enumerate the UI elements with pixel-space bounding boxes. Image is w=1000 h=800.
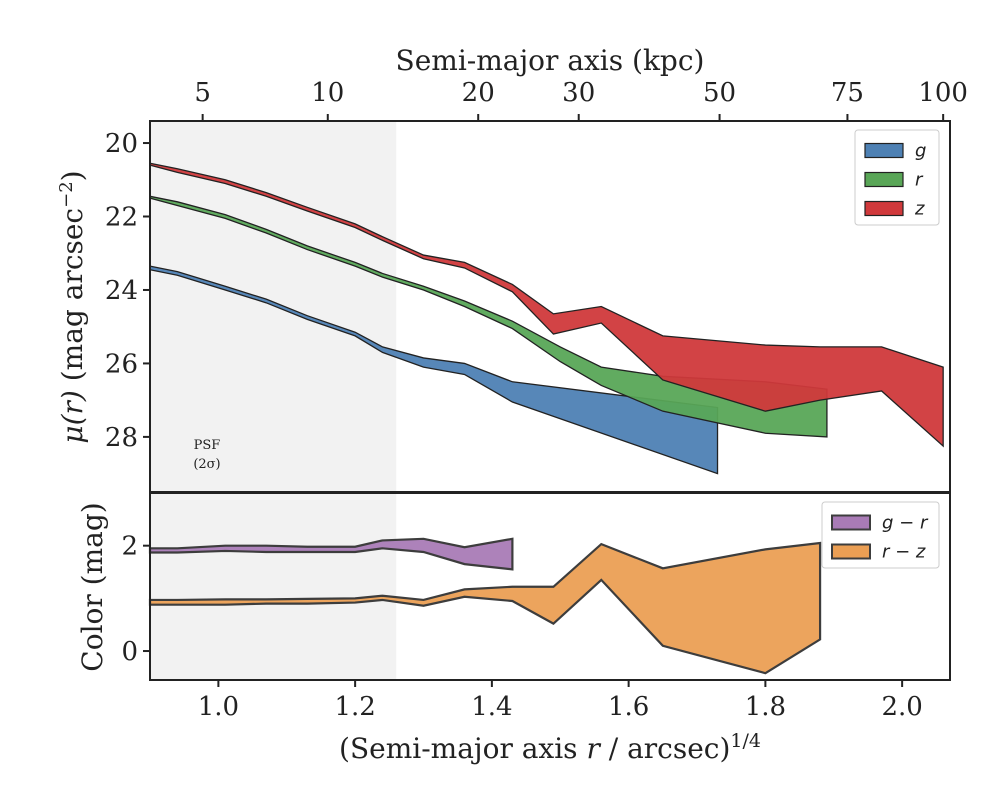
y-tick-label: 26 xyxy=(105,349,138,379)
psf-label-line2: (2σ) xyxy=(193,457,220,472)
bottom-x-axis-label: (Semi-major axis r / arcsec)1/4 xyxy=(339,730,761,765)
kpc-tick-label: 5 xyxy=(194,78,211,108)
legend-label-g: g xyxy=(915,141,926,162)
top-y-axis-label: μ(r) (mag arcsec−2) xyxy=(56,170,89,443)
x-tick-label: 1.4 xyxy=(471,692,512,722)
x-tick-label: 1.2 xyxy=(334,692,375,722)
top-series-areas xyxy=(149,162,944,475)
bottom-plot-frame xyxy=(149,492,951,681)
legend-swatch-g xyxy=(864,142,904,159)
kpc-tick-label: 20 xyxy=(462,78,495,108)
bottom-x-ticks: 1.0 1.2 1.4 1.6 1.8 2.0 xyxy=(198,680,923,722)
y-tick-label: 2 xyxy=(121,532,138,562)
psf-shaded-region xyxy=(150,121,397,492)
top-panel: 20 22 24 26 28 5 10 20 30 50 75 100 PSF (2σ) Semi-… xyxy=(56,44,968,493)
band-g xyxy=(149,265,719,475)
kpc-tick-label: 10 xyxy=(311,78,344,108)
legend-swatch-z xyxy=(864,200,904,217)
legend-label-r: r xyxy=(915,170,924,191)
band-r xyxy=(149,195,828,438)
band-r-z xyxy=(148,541,822,675)
legend-swatch-g-r xyxy=(831,514,871,531)
psf-label-line1: PSF xyxy=(194,438,221,453)
kpc-tick-label: 30 xyxy=(562,78,595,108)
y-tick-label: 22 xyxy=(105,203,138,233)
top-kpc-ticks: 5 10 20 30 50 75 100 xyxy=(194,78,968,121)
legend-swatch-r-z xyxy=(831,543,871,560)
top-y-ticks: 20 22 24 26 28 xyxy=(105,129,150,453)
psf-shaded-region-bottom xyxy=(150,493,397,680)
bottom-y-axis-label: Color (mag) xyxy=(76,502,109,671)
band-z xyxy=(149,162,944,448)
legend-label-r-z: r − z xyxy=(882,542,926,563)
x-tick-label: 1.6 xyxy=(608,692,649,722)
bottom-series-areas xyxy=(148,537,822,675)
x-tick-label: 1.8 xyxy=(745,692,786,722)
band-g-r xyxy=(148,537,514,571)
bottom-y-ticks: 02 xyxy=(121,532,150,667)
x-tick-label: 1.0 xyxy=(198,692,239,722)
bottom-panel: 02 1.0 1.2 1.4 1.6 1.8 2.0 Color (mag) (Semi-… xyxy=(76,492,951,765)
top-axis-label: Semi-major axis (kpc) xyxy=(396,44,705,77)
legend-swatch-r xyxy=(864,171,904,188)
kpc-tick-label: 100 xyxy=(918,78,968,108)
top-legend: grz xyxy=(854,129,940,226)
kpc-tick-label: 50 xyxy=(703,78,736,108)
bottom-legend: g − r r − z xyxy=(821,501,940,569)
legend-label-z: z xyxy=(914,199,925,220)
y-tick-label: 20 xyxy=(105,129,138,159)
y-tick-label: 24 xyxy=(105,276,138,306)
x-tick-label: 2.0 xyxy=(881,692,922,722)
legend-label-g-r: g − r xyxy=(882,513,929,534)
kpc-tick-label: 75 xyxy=(831,78,864,108)
y-tick-label: 0 xyxy=(121,637,138,667)
y-tick-label: 28 xyxy=(105,423,138,453)
